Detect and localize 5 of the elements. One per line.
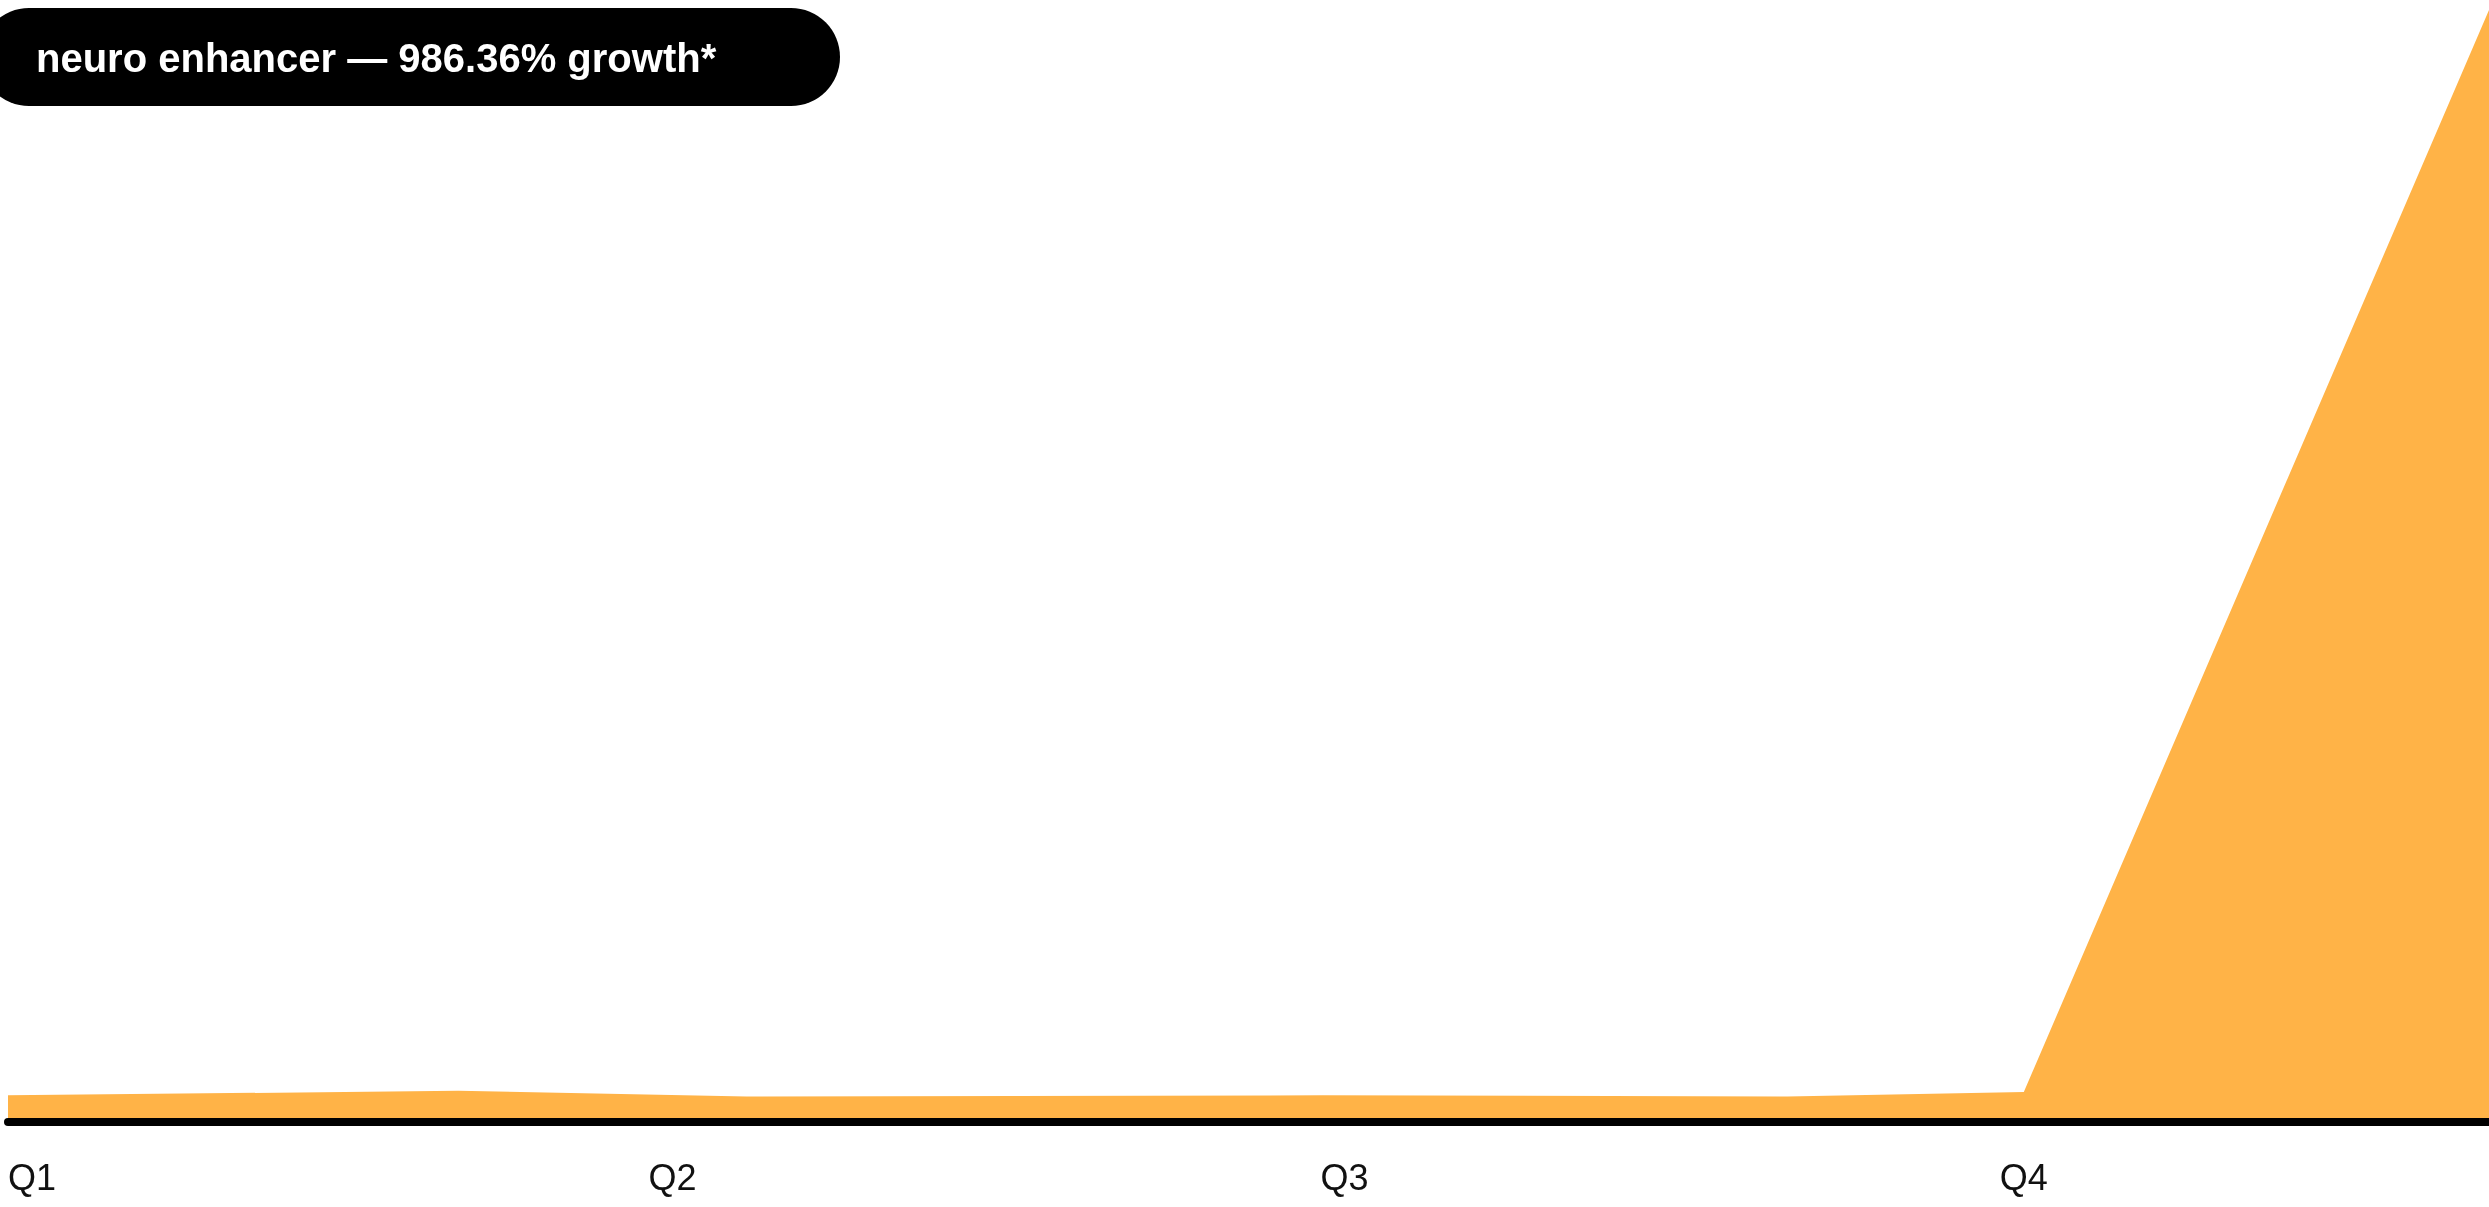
x-tick-label: Q3 bbox=[1320, 1157, 1369, 1198]
text: neuro enhancer — 986.36% growth* bbox=[36, 36, 717, 80]
x-tick-label: Q1 bbox=[8, 1157, 57, 1198]
x-tick-label: Q4 bbox=[1999, 1157, 2048, 1198]
x-tick-label: Q2 bbox=[648, 1157, 697, 1198]
